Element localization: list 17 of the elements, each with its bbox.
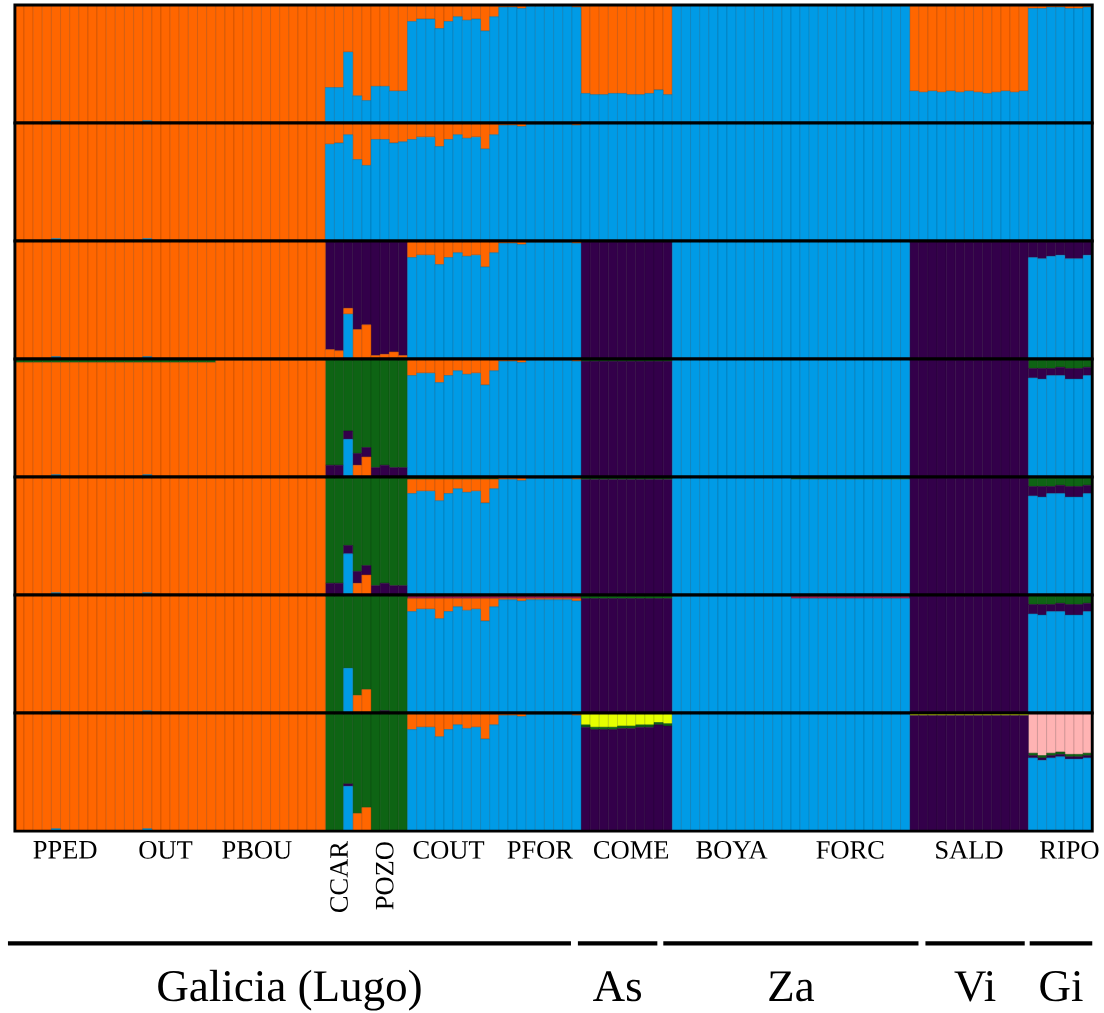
x-tick-label: OUT	[139, 841, 193, 859]
x-tick-label: BOYA	[696, 841, 768, 859]
x-tick-label: FORC	[816, 841, 884, 859]
text: Gi	[1040, 971, 1083, 1002]
x-tick-label: POZO	[375, 842, 394, 910]
x-tick-label: RIPO	[1040, 841, 1099, 859]
x-tick-label: SALD	[936, 841, 1003, 859]
text: Za	[769, 971, 815, 1002]
x-tick-label: PFOR	[507, 841, 573, 859]
x-tick-label: PBOU	[222, 841, 292, 859]
x-tick-label: COME	[594, 841, 669, 859]
text: Vi	[954, 971, 996, 1002]
text: Galicia (Lugo)	[158, 969, 421, 1011]
x-tick-label: CCAR	[330, 841, 348, 913]
text: As	[593, 971, 641, 1002]
x-tick-label: PPED	[33, 841, 97, 859]
x-tick-label: COUT	[413, 841, 485, 859]
